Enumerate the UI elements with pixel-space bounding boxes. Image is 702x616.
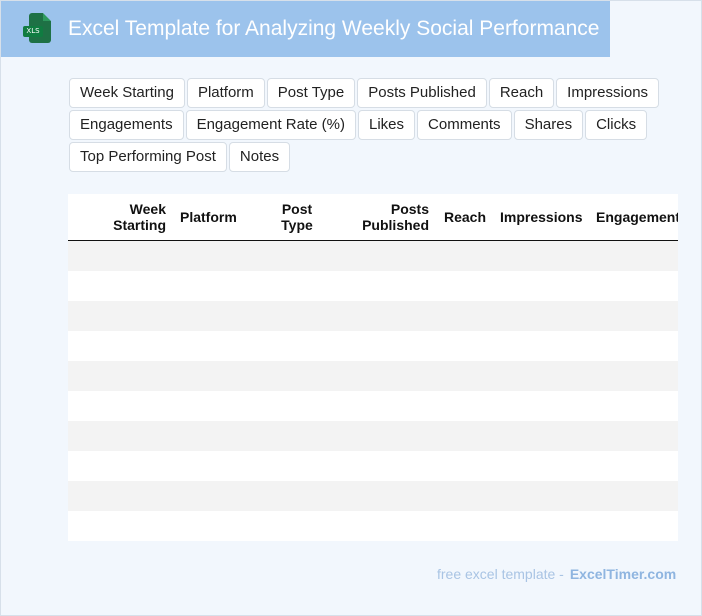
column-chip-list: Week Starting Platform Post Type Posts P… xyxy=(69,78,669,174)
footer-brand-link[interactable]: ExcelTimer.com xyxy=(569,566,677,582)
header-engagements: Engagement xyxy=(596,209,678,225)
chip-engagement-rate[interactable]: Engagement Rate (%) xyxy=(185,110,356,140)
table-row[interactable] xyxy=(68,481,678,511)
xls-file-icon-label: XLS xyxy=(23,26,43,37)
header-post-type: Post Type xyxy=(281,201,313,233)
table-row[interactable] xyxy=(68,361,678,391)
header-platform: Platform xyxy=(180,209,237,225)
table-row[interactable] xyxy=(68,421,678,451)
chip-row: Top Performing Post Notes xyxy=(69,142,669,172)
table-row[interactable] xyxy=(68,301,678,331)
header-impressions: Impressions xyxy=(500,209,583,225)
table-row[interactable] xyxy=(68,331,678,361)
chip-reach[interactable]: Reach xyxy=(488,78,555,108)
table-row[interactable] xyxy=(68,271,678,301)
table-row[interactable] xyxy=(68,511,678,541)
chip-week-starting[interactable]: Week Starting xyxy=(69,78,185,108)
chip-platform[interactable]: Platform xyxy=(186,78,265,108)
footer-text: free excel template - xyxy=(437,566,564,582)
spreadsheet-table: Week Starting Platform Post Type Posts P… xyxy=(68,194,678,541)
chip-row: Week Starting Platform Post Type Posts P… xyxy=(69,78,669,108)
xls-file-icon: XLS xyxy=(23,13,51,45)
chip-comments[interactable]: Comments xyxy=(417,110,512,140)
title-bar: XLS Excel Template for Analyzing Weekly … xyxy=(1,1,610,57)
chip-post-type[interactable]: Post Type xyxy=(266,78,356,108)
header-posts-published: Posts Published xyxy=(362,201,429,233)
header-week-starting: Week Starting xyxy=(113,201,166,233)
chip-impressions[interactable]: Impressions xyxy=(556,78,660,108)
chip-top-performing-post[interactable]: Top Performing Post xyxy=(69,142,227,172)
page-title: Excel Template for Analyzing Weekly Soci… xyxy=(68,17,600,40)
chip-row: Engagements Engagement Rate (%) Likes Co… xyxy=(69,110,669,140)
table-row[interactable] xyxy=(68,241,678,271)
table-header-row: Week Starting Platform Post Type Posts P… xyxy=(68,194,678,241)
chip-engagements[interactable]: Engagements xyxy=(69,110,184,140)
chip-notes[interactable]: Notes xyxy=(228,142,291,172)
footer-credit: free excel template - ExcelTimer.com xyxy=(437,566,676,582)
table-row[interactable] xyxy=(68,451,678,481)
chip-likes[interactable]: Likes xyxy=(358,110,416,140)
table-row[interactable] xyxy=(68,391,678,421)
chip-posts-published[interactable]: Posts Published xyxy=(357,78,487,108)
chip-shares[interactable]: Shares xyxy=(513,110,584,140)
chip-clicks[interactable]: Clicks xyxy=(585,110,648,140)
header-reach: Reach xyxy=(444,209,487,225)
